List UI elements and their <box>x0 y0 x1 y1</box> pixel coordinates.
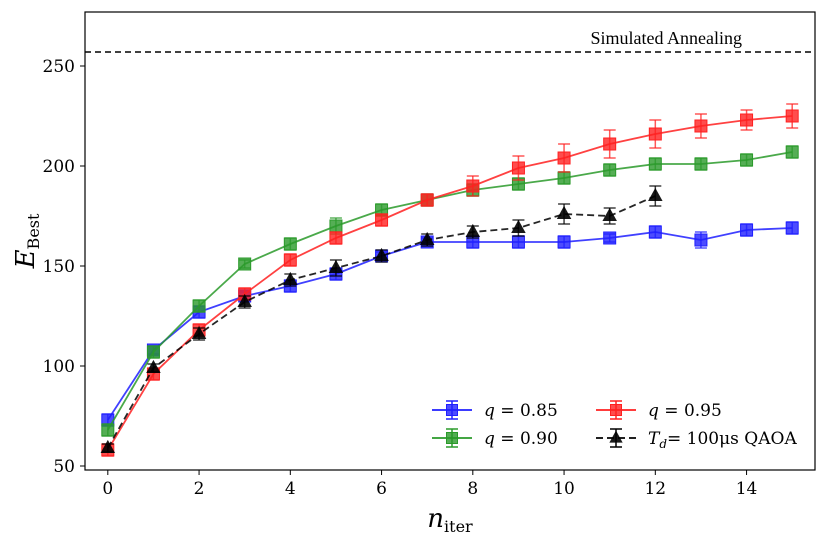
data-point <box>329 219 343 233</box>
data-point <box>329 231 343 245</box>
data-point <box>328 259 344 274</box>
x-tick-label: 4 <box>285 479 296 499</box>
series-line <box>107 227 793 421</box>
data-point <box>237 293 252 308</box>
data-point <box>146 345 160 359</box>
data-point <box>557 171 571 185</box>
data-point <box>146 359 161 374</box>
axis-ticks: 0 2 4 6 8 10 12 14 50 100 150 200 250 <box>43 57 758 499</box>
y-tick-label: 150 <box>43 257 75 277</box>
series-t-d-100-s-qaoa <box>100 185 663 454</box>
x-tick-label: 8 <box>467 479 478 499</box>
legend-marker <box>446 432 458 444</box>
plot-frame <box>84 11 816 471</box>
series-q-0-90 <box>101 145 799 437</box>
data-point <box>511 219 526 234</box>
legend-item: Td= 100μs QAOA <box>596 428 797 451</box>
data-point <box>785 145 799 159</box>
data-point <box>511 235 525 249</box>
x-tick-label: 10 <box>553 479 575 499</box>
reference-line-label: Simulated Annealing <box>591 28 742 48</box>
x-tick-label: 2 <box>194 479 205 499</box>
data-point <box>192 299 206 313</box>
data-point <box>694 157 708 171</box>
legend: q = 0.85 q = 0.95 q = 0.90 Td= 100μs QAOA <box>432 400 797 451</box>
data-point <box>238 257 252 271</box>
x-tick-label: 14 <box>736 479 758 499</box>
y-tick-label: 100 <box>43 357 75 377</box>
x-tick-label: 6 <box>376 479 387 499</box>
data-point <box>557 235 571 249</box>
legend-marker <box>446 404 458 416</box>
data-point <box>374 247 389 262</box>
legend-label: q = 0.85 <box>484 401 558 421</box>
data-point <box>648 225 662 239</box>
data-point <box>648 157 662 171</box>
data-point <box>740 153 754 167</box>
data-point <box>100 439 116 454</box>
legend-marker <box>610 404 622 416</box>
x-axis-title-sub: iter <box>444 517 473 536</box>
legend-label: q = 0.90 <box>484 429 558 449</box>
data-point <box>557 151 571 165</box>
legend-item: q = 0.95 <box>596 400 722 421</box>
data-point <box>466 179 480 193</box>
data-point <box>465 223 481 238</box>
y-tick-label: 200 <box>43 157 75 177</box>
data-point <box>420 193 434 207</box>
legend-item: q = 0.85 <box>432 400 558 421</box>
data-point <box>740 113 754 127</box>
data-point <box>740 223 754 237</box>
series-line <box>107 151 793 431</box>
data-point <box>101 423 115 437</box>
data-point <box>283 237 297 251</box>
data-point <box>556 205 572 220</box>
data-point <box>648 127 662 141</box>
data-point <box>785 109 799 123</box>
data-point <box>375 213 389 227</box>
legend-label: q = 0.95 <box>648 401 722 421</box>
data-point <box>785 221 799 235</box>
x-tick-label: 0 <box>102 479 113 499</box>
x-axis-title: niter <box>427 504 473 536</box>
y-tick-label: 50 <box>53 457 75 477</box>
y-axis-title-sub: Best <box>24 213 43 249</box>
y-axis-title: EBest <box>11 213 43 269</box>
data-point <box>283 253 297 267</box>
data-point <box>694 233 708 247</box>
data-point <box>603 163 617 177</box>
data-point <box>694 119 708 133</box>
data-point <box>603 137 617 151</box>
data-point <box>283 271 298 286</box>
data-point <box>603 231 617 245</box>
legend-label: Td= 100μs QAOA <box>648 429 797 451</box>
data-point <box>602 207 617 222</box>
legend-marker <box>609 430 623 443</box>
plot-area: Simulated Annealing <box>85 28 815 457</box>
data-point <box>648 187 663 202</box>
data-point <box>511 161 525 175</box>
data-point <box>191 325 207 340</box>
series-line <box>107 195 656 449</box>
y-tick-label: 250 <box>43 57 75 77</box>
legend-item: q = 0.90 <box>432 428 558 449</box>
series-line <box>107 115 793 451</box>
x-tick-label: 12 <box>644 479 666 499</box>
series-q-0-95 <box>101 103 799 457</box>
data-point <box>419 231 435 246</box>
